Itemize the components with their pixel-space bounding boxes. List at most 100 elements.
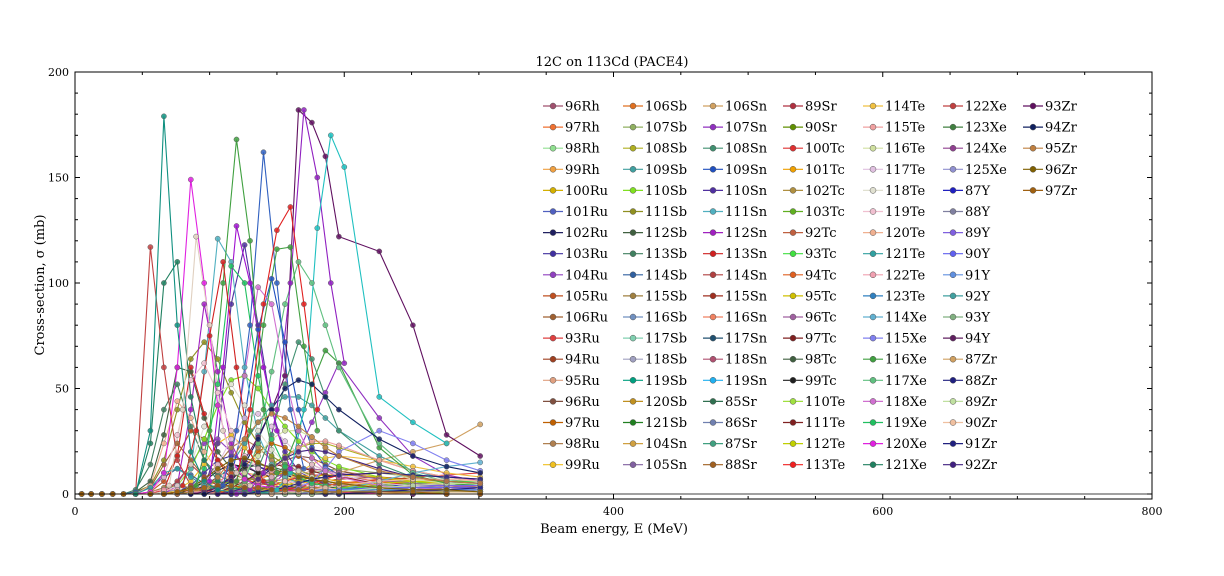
data-point-peak-168 (247, 237, 253, 244)
legend-label-92Zr: 92Zr (965, 458, 998, 473)
legend-marker-86Sr (709, 419, 717, 426)
data-point-peak-190 (443, 440, 450, 447)
data-point-peak-170 (287, 280, 294, 286)
data-point-94Zr (255, 436, 261, 442)
data-point-96Zr (241, 455, 248, 461)
data-point-119Te (228, 427, 235, 434)
legend-label-111Sb: 111Sb (645, 205, 687, 220)
data-point-peak-116 (260, 322, 267, 329)
legend-label-115Sb: 115Sb (645, 289, 687, 304)
data-point-108Sn (309, 356, 315, 362)
data-point-peak-127 (233, 223, 240, 229)
data-point-122Xe (174, 457, 181, 464)
legend-marker-97Tc (789, 334, 797, 342)
data-point-92Zr (255, 476, 261, 483)
legend-label-117Sn: 117Sn (725, 332, 768, 347)
legend-marker-122Te (869, 271, 877, 279)
legend-marker-90Sr (789, 123, 797, 131)
legend-marker-117Te (869, 166, 877, 173)
legend-label-112Te: 112Te (805, 437, 845, 452)
data-point-peak-122 (220, 427, 226, 434)
y-axis: 0 50 100 150 200 (48, 66, 1152, 501)
data-point-106Ru (174, 440, 181, 447)
legend-label-119Te: 119Te (885, 205, 925, 220)
legend-label-112Sn: 112Sn (725, 226, 768, 241)
legend-label-110Sn: 110Sn (725, 184, 768, 199)
legend-marker-90Y (949, 250, 957, 257)
data-point-115Xe (410, 440, 416, 447)
y-axis-title: Cross-section, σ (mb) (33, 214, 48, 355)
data-point-97Zr (187, 486, 194, 493)
data-point-97Zr (241, 484, 248, 491)
legend-label-102Ru: 102Ru (565, 226, 608, 241)
data-point-116Te (282, 427, 288, 434)
data-point-115Te (322, 438, 329, 445)
legend-marker-106Sn (709, 102, 717, 110)
data-point-120Te (187, 415, 194, 421)
data-point-111Sb (228, 389, 235, 396)
data-point-113Sb (174, 381, 181, 388)
data-point-120Xe (214, 402, 221, 409)
legend-marker-118Sn (709, 355, 717, 363)
legend-marker-116Xe (869, 355, 877, 363)
legend-label-110Sb: 110Sb (645, 184, 687, 199)
legend-marker-125Xe (949, 166, 957, 173)
data-point-97Zr (228, 482, 235, 489)
legend-label-93Ru: 93Ru (565, 332, 600, 347)
data-point-120Te (201, 448, 208, 455)
legend-label-116Sn: 116Sn (725, 311, 768, 326)
legend-marker-105Sn (629, 461, 637, 468)
x-axis: 0 200 400 600 800 (72, 72, 1163, 518)
legend-label-106Sb: 106Sb (645, 100, 687, 115)
legend-label-105Sn: 105Sn (645, 458, 688, 473)
data-point-peak-127 (260, 364, 267, 371)
legend-marker-97Rh (549, 123, 557, 131)
legend-marker-90Zr (949, 419, 957, 426)
legend-marker-119Te (869, 208, 877, 215)
data-point-110Sb (255, 385, 261, 392)
legend-marker-113Sb (629, 250, 637, 257)
data-point-peak-110 (179, 482, 186, 489)
y-tick-label: 0 (62, 488, 69, 501)
data-point-119Te (255, 465, 261, 472)
legend-marker-108Sb (629, 144, 637, 152)
data-point-peak-168 (274, 470, 280, 476)
legend-marker-114Xe (869, 313, 877, 321)
legend-marker-96Zr (1029, 166, 1037, 173)
data-point-111Sb (161, 457, 167, 464)
data-point-96Zr (309, 476, 315, 483)
data-point-118Te (241, 402, 248, 409)
data-point-94Zr (443, 463, 450, 470)
legend-label-90Zr: 90Zr (965, 416, 998, 431)
legend-label-119Sn: 119Sn (725, 374, 768, 389)
legend-marker-100Tc (789, 144, 797, 152)
legend-marker-105Ru (549, 292, 557, 300)
legend-marker-99Rh (549, 166, 557, 173)
data-point-93Zr (336, 233, 342, 240)
data-point-110Sn (228, 301, 235, 307)
data-point-119Te (282, 478, 288, 485)
legend-label-121Te: 121Te (885, 247, 925, 262)
data-point-96Zr (322, 478, 329, 485)
data-point-112Sn (187, 406, 194, 413)
legend-marker-96Tc (789, 313, 797, 321)
legend-label-110Te: 110Te (805, 395, 845, 410)
legend-label-108Sn: 108Sn (725, 142, 768, 157)
data-point-95Zr (376, 467, 383, 474)
legend-marker-113Te (789, 461, 797, 468)
legend-label-117Xe: 117Xe (885, 374, 927, 389)
legend-marker-99Tc (789, 377, 797, 384)
legend-marker-87Sr (709, 440, 717, 447)
data-point-93Zr (376, 248, 383, 255)
data-point-peak-190 (274, 486, 280, 493)
legend-marker-92Zr (949, 461, 957, 468)
data-point-116Te (241, 470, 248, 476)
data-point-97Zr (201, 484, 208, 491)
data-point-peak-136 (247, 406, 253, 413)
data-point-111Sb (201, 339, 208, 345)
data-point-115Te (336, 442, 342, 449)
legend-label-113Sn: 113Sn (725, 247, 768, 262)
data-point-peak-110 (233, 364, 240, 371)
legend-label-85Sr: 85Sr (725, 395, 757, 410)
data-point-peak-127 (247, 280, 253, 286)
